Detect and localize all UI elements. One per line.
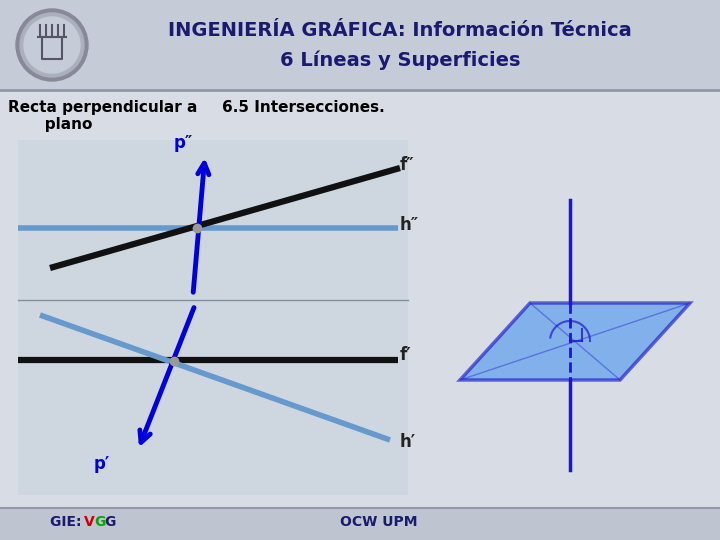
Text: h′: h′: [400, 433, 416, 451]
Text: p″: p″: [174, 134, 193, 152]
Text: 6.5 Intersecciones.: 6.5 Intersecciones.: [222, 100, 384, 115]
Text: G: G: [94, 515, 105, 529]
Text: OCW UPM: OCW UPM: [340, 515, 418, 529]
Circle shape: [20, 13, 84, 77]
Text: 6 Líneas y Superficies: 6 Líneas y Superficies: [280, 50, 521, 70]
Circle shape: [16, 9, 88, 81]
Text: plano: plano: [8, 117, 92, 132]
Text: G: G: [104, 515, 115, 529]
Circle shape: [24, 17, 80, 73]
Polygon shape: [460, 303, 690, 380]
Bar: [18, 140, 408, 495]
Text: f″: f″: [400, 156, 415, 174]
Text: GIE:: GIE:: [50, 515, 86, 529]
Bar: [0, 0, 720, 90]
Text: Recta perpendicular a: Recta perpendicular a: [8, 100, 197, 115]
Bar: [0, 508, 720, 540]
Text: INGENIERÍA GRÁFICA: Información Técnica: INGENIERÍA GRÁFICA: Información Técnica: [168, 21, 632, 39]
Text: p′: p′: [94, 455, 110, 473]
Text: h″: h″: [400, 216, 419, 234]
Text: f′: f′: [400, 346, 412, 364]
Text: V: V: [84, 515, 95, 529]
